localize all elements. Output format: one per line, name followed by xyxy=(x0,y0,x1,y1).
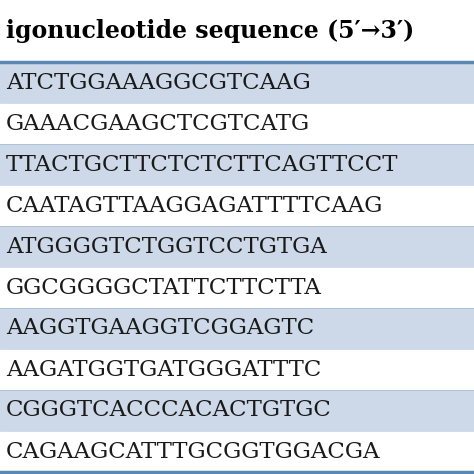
Bar xyxy=(0,267,474,308)
Text: CGGGTCACCCACACTGTGC: CGGGTCACCCACACTGTGC xyxy=(6,400,332,421)
Bar xyxy=(0,390,474,431)
Text: AAGATGGTGATGGGATTTC: AAGATGGTGATGGGATTTC xyxy=(6,358,321,381)
Bar xyxy=(0,431,474,472)
Bar xyxy=(0,62,474,103)
Text: TTACTGCTTCTCTCTTCAGTTCCT: TTACTGCTTCTCTCTTCAGTTCCT xyxy=(6,154,399,175)
Text: CAATAGTTAAGGAGATTTTCAAG: CAATAGTTAAGGAGATTTTCAAG xyxy=(6,194,383,217)
Bar xyxy=(0,0,474,62)
Bar xyxy=(0,144,474,185)
Text: GAAACGAAGCTCGTCATG: GAAACGAAGCTCGTCATG xyxy=(6,112,310,135)
Text: ATGGGGTCTGGTCCTGTGA: ATGGGGTCTGGTCCTGTGA xyxy=(6,236,327,257)
Bar xyxy=(0,308,474,349)
Bar xyxy=(0,349,474,390)
Text: CAGAAGCATTTGCGGTGGACGA: CAGAAGCATTTGCGGTGGACGA xyxy=(6,440,381,463)
Text: GGCGGGGCTATTCTTCTTA: GGCGGGGCTATTCTTCTTA xyxy=(6,276,322,299)
Bar xyxy=(0,185,474,226)
Bar xyxy=(0,226,474,267)
Bar xyxy=(0,103,474,144)
Text: ATCTGGAAAGGCGTCAAG: ATCTGGAAAGGCGTCAAG xyxy=(6,72,311,93)
Text: AAGGTGAAGGTCGGAGTC: AAGGTGAAGGTCGGAGTC xyxy=(6,318,314,339)
Text: igonucleotide sequence (5′→3′): igonucleotide sequence (5′→3′) xyxy=(6,19,414,43)
